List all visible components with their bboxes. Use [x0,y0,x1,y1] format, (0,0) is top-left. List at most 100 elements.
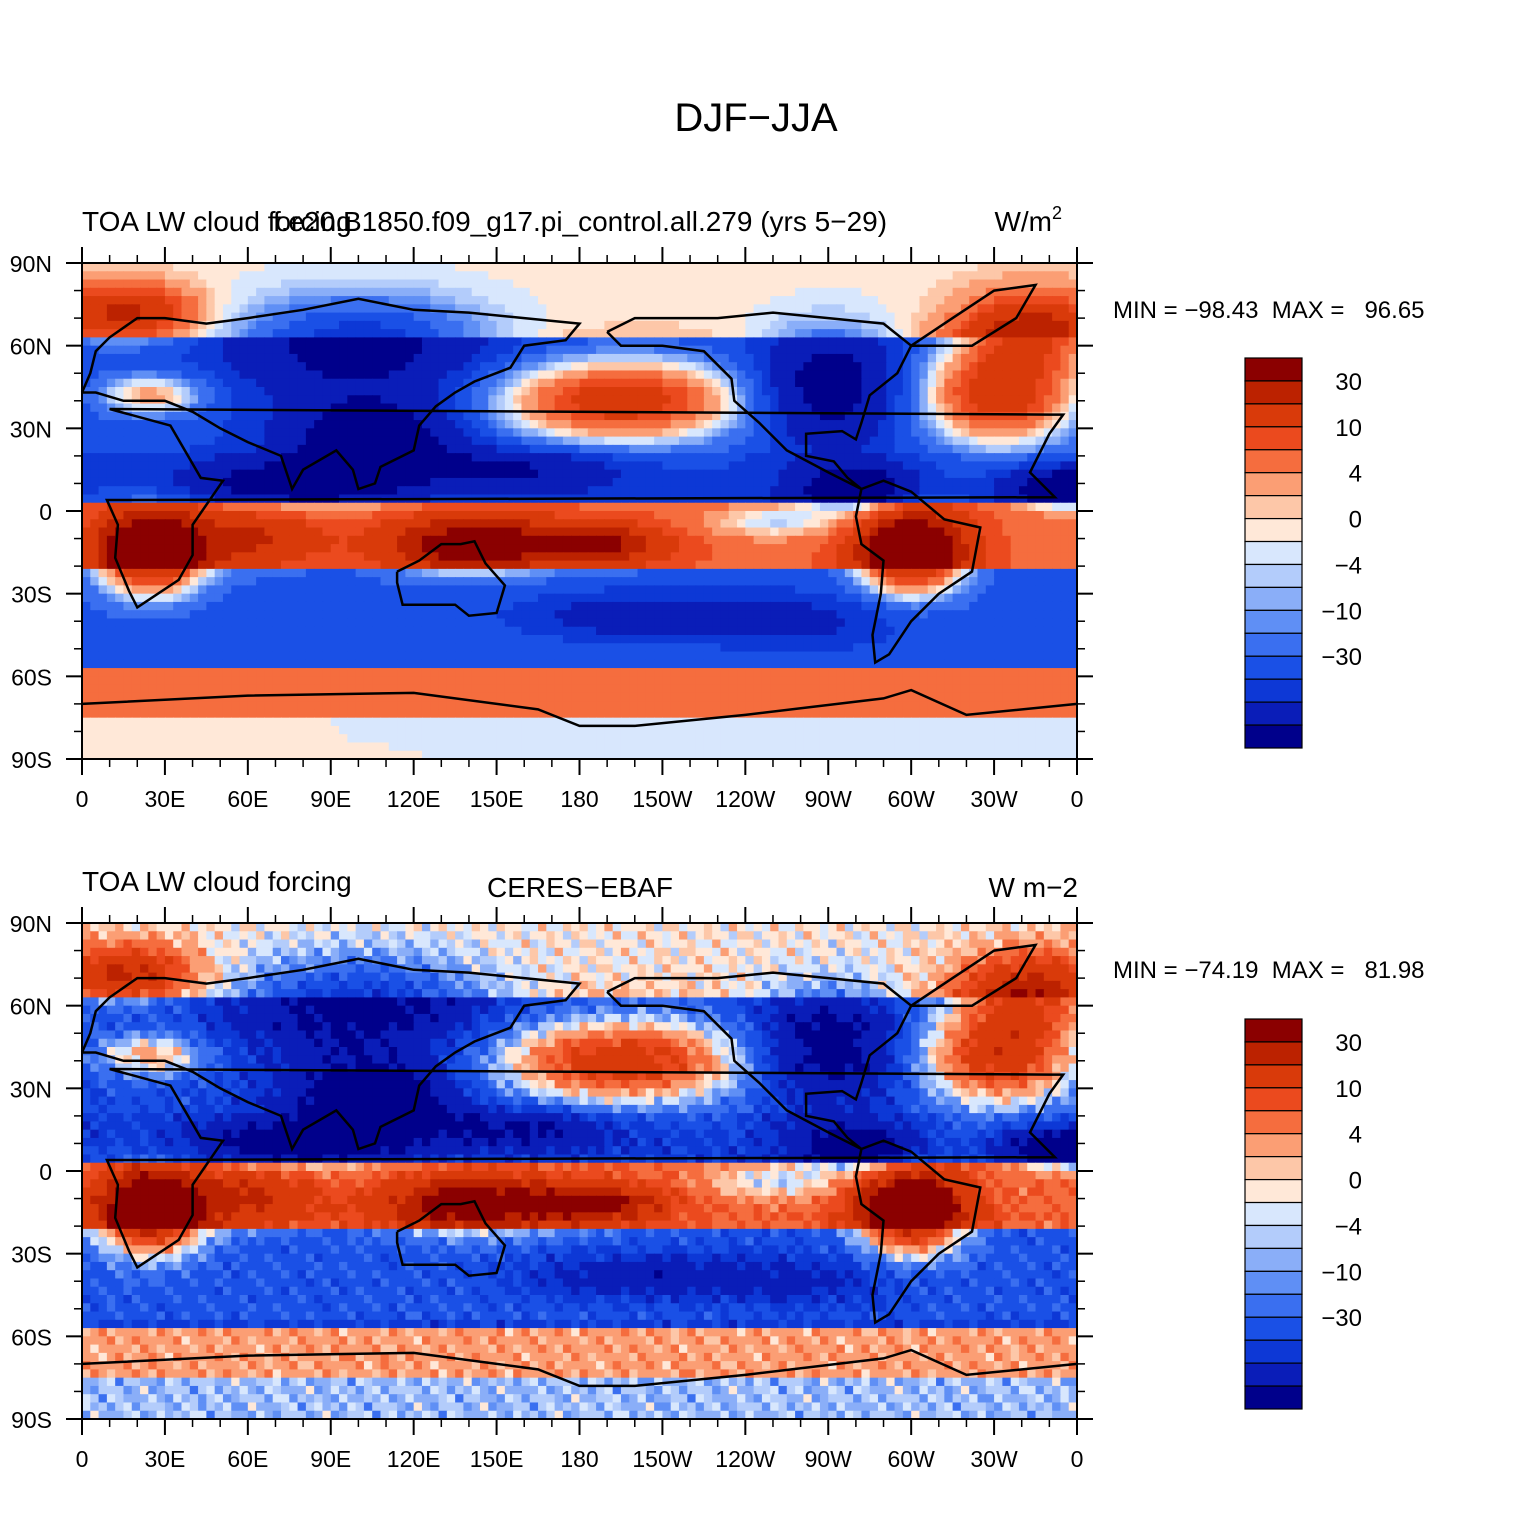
map-cell [712,345,722,355]
map-cell [629,353,639,363]
map-cell [504,511,514,520]
map-cell [140,502,149,512]
map-cell [745,279,755,289]
map-cell [222,378,232,388]
map-cell [745,453,755,462]
map-cell [339,502,348,512]
map-cell [811,329,821,338]
map-cell [728,403,738,413]
map-cell [902,568,912,578]
map-cell [869,486,879,496]
map-cell [1010,444,1020,454]
map-cell [720,453,730,462]
map-cell [554,271,564,281]
map-cell [720,535,730,545]
map-cell [1068,362,1078,372]
map-cell [662,304,672,314]
map-cell [803,279,813,289]
map-cell [944,370,954,380]
map-cell [355,320,365,330]
map-cell [446,337,456,347]
map-cell [231,444,241,454]
map-cell [629,411,639,421]
map-cell [836,585,846,595]
map-cell [703,461,713,471]
map-cell [629,370,639,380]
map-cell [355,420,365,429]
map-cell [198,544,207,553]
map-cell [289,568,299,578]
map-cell [844,320,854,330]
map-cell [1052,395,1062,405]
map-cell [322,403,332,413]
map-cell [1018,552,1028,562]
map-cell [571,461,581,471]
map-cell [662,403,672,413]
map-cell [496,601,506,611]
map-cell [488,436,498,446]
map-cell [819,411,829,421]
map-cell [305,577,315,586]
map-cell [297,387,307,396]
map-cell [181,519,191,529]
map-cell [173,353,183,363]
map-cell [314,378,324,388]
map-cell [372,453,382,462]
map-cell [811,279,821,289]
map-cell [720,296,730,305]
map-cell [1027,486,1037,496]
map-cell [737,362,746,372]
map-cell [1010,329,1020,338]
map-cell [720,329,730,338]
map-cell [985,486,995,496]
map-cell [869,263,879,272]
map-cell [446,585,456,595]
map-cell [911,362,921,372]
map-cell [1002,527,1012,537]
map-cell [985,585,995,595]
map-cell [761,577,771,586]
map-cell [363,502,373,512]
map-cell [554,469,564,479]
map-cell [239,461,249,471]
map-cell [596,279,605,289]
map-cell [562,461,572,471]
map-cell [985,469,995,479]
map-cell [496,502,506,512]
map-cell [347,345,357,355]
map-cell [803,552,813,562]
map-cell [878,296,887,305]
map-cell [189,279,199,289]
map-cell [944,362,954,372]
map-cell [471,477,481,487]
map-cell [770,511,780,520]
map-cell [256,395,266,405]
map-cell [106,535,116,545]
map-cell [156,444,166,454]
map-cell [430,535,440,545]
map-cell [662,387,672,396]
map-cell [82,601,91,611]
map-cell [1002,593,1012,603]
map-cell [480,502,489,512]
map-cell [911,271,921,281]
map-cell [140,329,149,338]
map-cell [388,420,398,429]
map-cell [969,444,979,454]
map-cell [463,387,473,396]
map-cell [952,387,962,396]
map-cell [679,544,688,553]
map-cell [654,444,664,454]
map-cell [844,568,854,578]
map-cell [944,320,954,330]
map-cell [836,577,846,586]
map-cell [115,263,125,272]
map-cell [1060,444,1070,454]
map-cell [1010,527,1020,537]
map-cell [314,271,324,281]
map-cell [272,428,282,438]
map-cell [463,461,473,471]
map-cell [620,279,630,289]
map-cell [1052,461,1062,471]
